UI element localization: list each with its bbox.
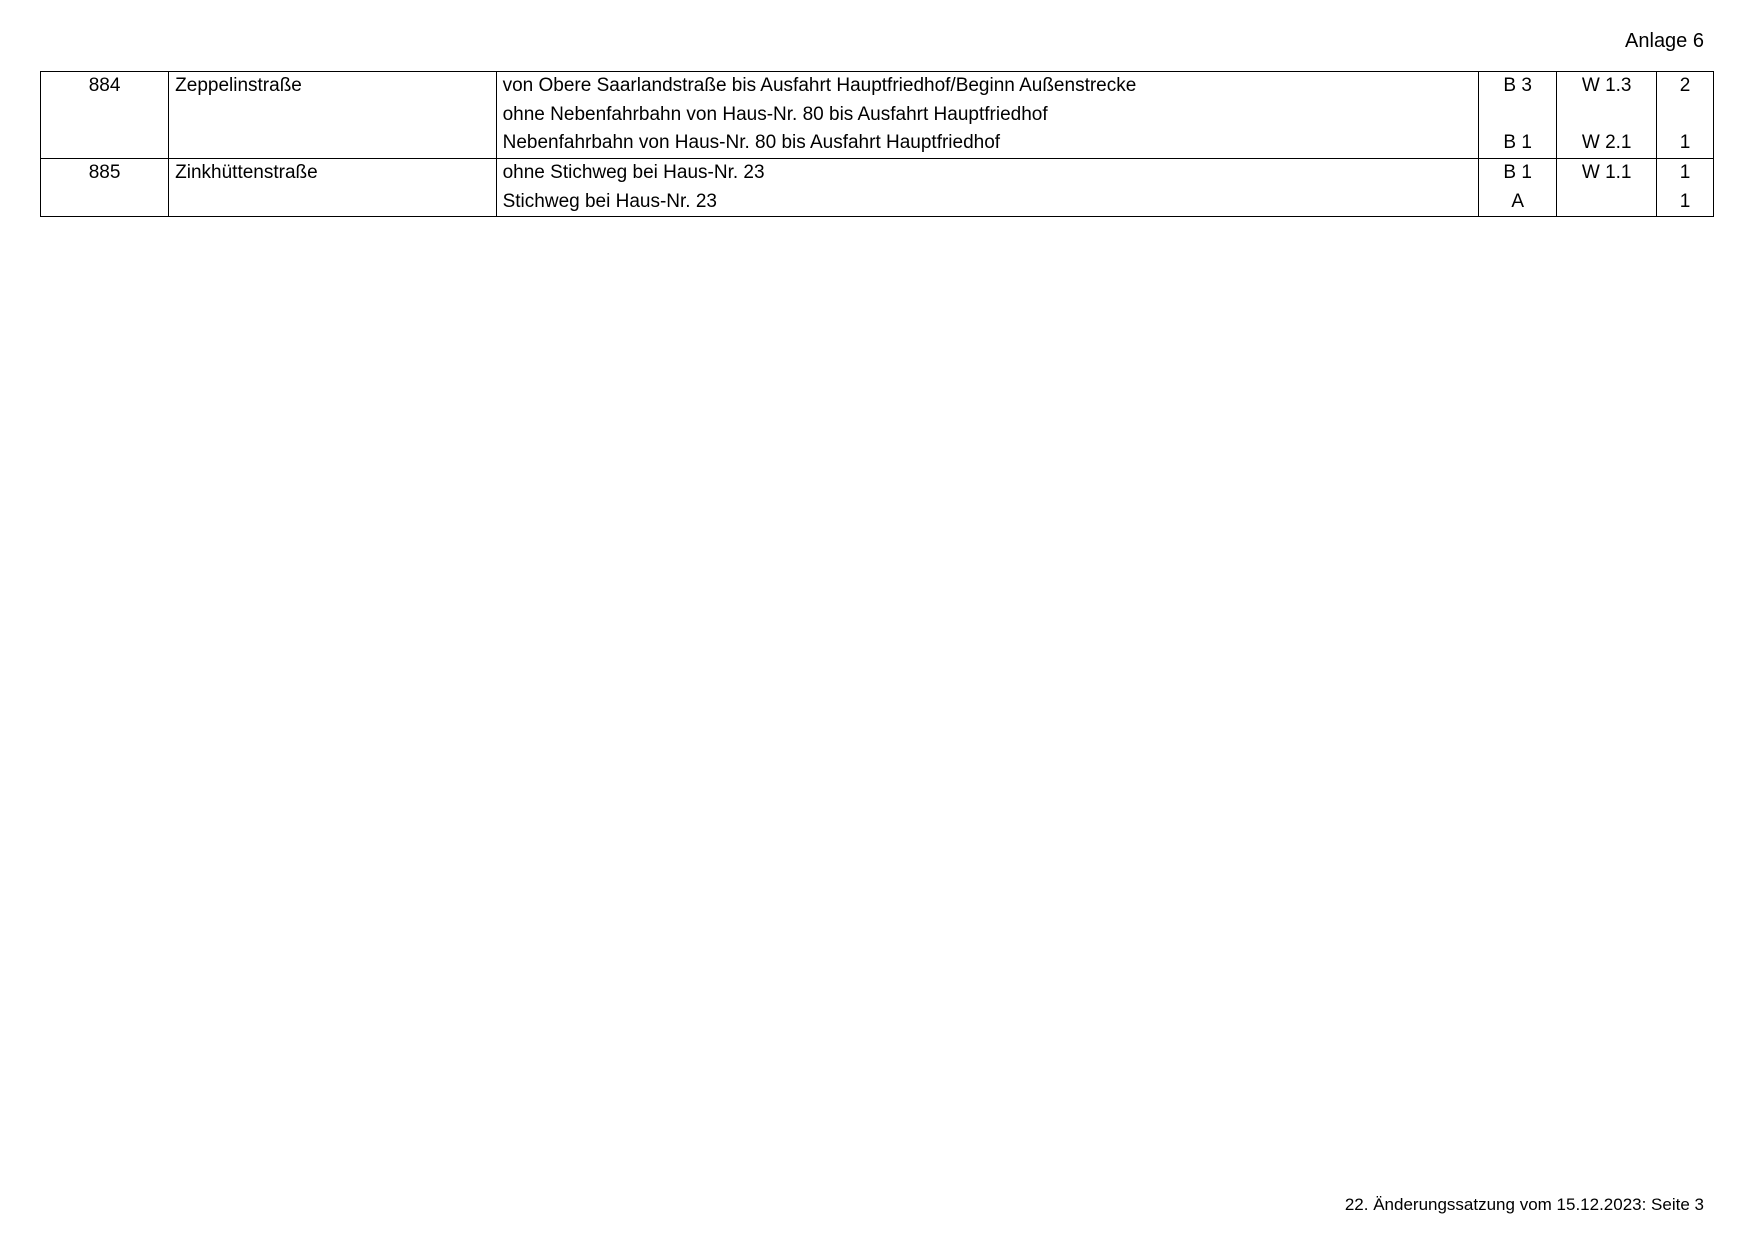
cell-name (169, 188, 496, 217)
cell-c2: W 2.1 (1557, 129, 1657, 158)
page-header-label: Anlage 6 (40, 30, 1704, 53)
cell-desc: Stichweg bei Haus-Nr. 23 (496, 188, 1478, 217)
cell-id (41, 101, 169, 130)
cell-desc: von Obere Saarlandstraße bis Ausfahrt Ha… (496, 72, 1478, 101)
cell-c1: B 1 (1479, 159, 1557, 188)
cell-name (169, 101, 496, 130)
cell-desc: Nebenfahrbahn von Haus-Nr. 80 bis Ausfah… (496, 129, 1478, 158)
table-row: 884Zeppelinstraßevon Obere Saarlandstraß… (41, 72, 1714, 101)
cell-id: 885 (41, 159, 169, 188)
cell-name (169, 129, 496, 158)
table-row: Nebenfahrbahn von Haus-Nr. 80 bis Ausfah… (41, 129, 1714, 158)
cell-c3: 1 (1657, 159, 1714, 188)
cell-desc: ohne Stichweg bei Haus-Nr. 23 (496, 159, 1478, 188)
page-footer: 22. Änderungssatzung vom 15.12.2023: Sei… (1345, 1195, 1704, 1215)
street-table: 884Zeppelinstraßevon Obere Saarlandstraß… (40, 71, 1714, 217)
cell-desc: ohne Nebenfahrbahn von Haus-Nr. 80 bis A… (496, 101, 1478, 130)
cell-c1: B 1 (1479, 129, 1557, 158)
cell-c2 (1557, 188, 1657, 217)
cell-name: Zinkhüttenstraße (169, 159, 496, 188)
table-row: ohne Nebenfahrbahn von Haus-Nr. 80 bis A… (41, 101, 1714, 130)
table-row: 885Zinkhüttenstraßeohne Stichweg bei Hau… (41, 159, 1714, 188)
cell-c1 (1479, 101, 1557, 130)
cell-c2: W 1.1 (1557, 159, 1657, 188)
cell-c3: 1 (1657, 188, 1714, 217)
cell-c2: W 1.3 (1557, 72, 1657, 101)
table-row: Stichweg bei Haus-Nr. 23A 1 (41, 188, 1714, 217)
cell-c1: B 3 (1479, 72, 1557, 101)
cell-id (41, 188, 169, 217)
cell-id (41, 129, 169, 158)
cell-c3: 1 (1657, 129, 1714, 158)
cell-c3: 2 (1657, 72, 1714, 101)
cell-c1: A (1479, 188, 1557, 217)
cell-name: Zeppelinstraße (169, 72, 496, 101)
cell-id: 884 (41, 72, 169, 101)
cell-c2 (1557, 101, 1657, 130)
cell-c3 (1657, 101, 1714, 130)
